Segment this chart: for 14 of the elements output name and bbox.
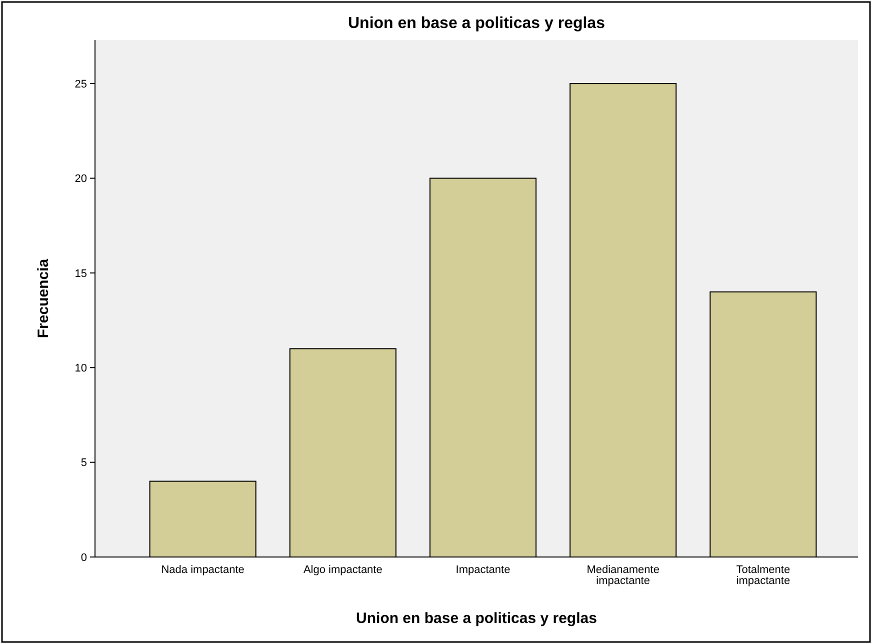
y-tick-label: 15 (74, 268, 87, 280)
x-tick-label: Medianamente impactante (586, 564, 660, 587)
x-tick-label: Totalmente impactante (736, 564, 790, 587)
y-tick-label: 20 (74, 173, 87, 186)
x-tick-label: Algo impactante (303, 564, 382, 576)
x-axis-title: Union en base a politicas y reglas (356, 610, 597, 627)
y-tick-label: 10 (74, 362, 87, 374)
y-tick-label: 0 (80, 552, 87, 564)
y-tick-label: 25 (74, 78, 87, 90)
y-tick-label: 5 (80, 457, 87, 470)
chart-title: Union en base a politicas y reglas (348, 15, 606, 32)
x-tick-label: Impactante (456, 564, 510, 576)
x-tick-label: Nada impactante (161, 564, 244, 576)
y-axis-title: Frecuencia (35, 258, 52, 338)
